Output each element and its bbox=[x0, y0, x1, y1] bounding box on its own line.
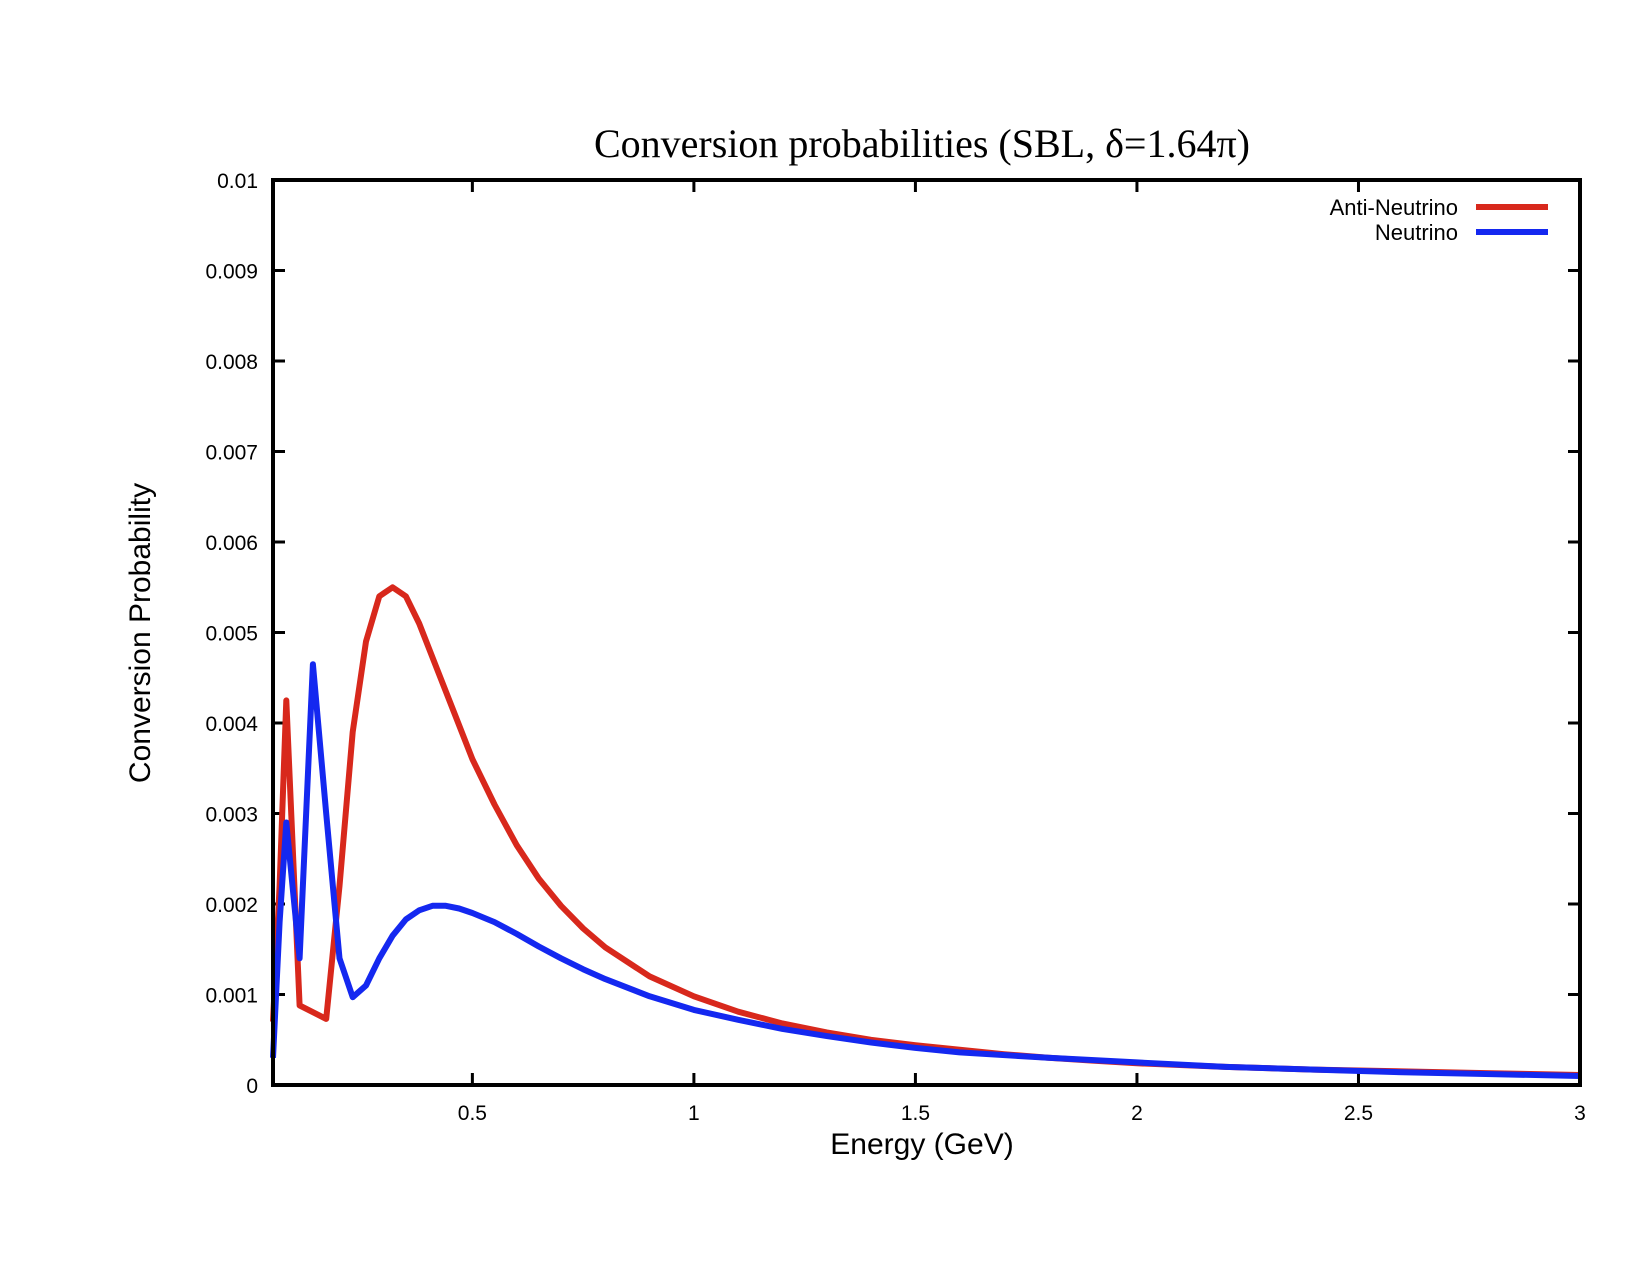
y-tick-label: 0.007 bbox=[205, 442, 258, 465]
y-ticks: 0 0.001 0.002 0.003 0.004 0.005 0.006 0.007 0.00… bbox=[205, 170, 1580, 1098]
series-line-neutrino bbox=[270, 661, 1581, 1079]
x-tick-label: 3 bbox=[1574, 1102, 1586, 1125]
y-tick-label: 0.008 bbox=[205, 351, 258, 374]
y-tick-label: 0.004 bbox=[205, 713, 258, 736]
x-tick-label: 1.5 bbox=[901, 1102, 930, 1125]
y-tick-label: 0.001 bbox=[205, 985, 258, 1008]
x-tick-label: 2.5 bbox=[1344, 1102, 1373, 1125]
series-lines bbox=[270, 584, 1581, 1079]
x-tick-label: 2 bbox=[1131, 1102, 1143, 1125]
y-tick-label: 0.002 bbox=[205, 894, 258, 917]
y-tick-label: 0.005 bbox=[205, 623, 258, 646]
legend-label: Anti-Neutrino bbox=[1330, 195, 1458, 220]
y-tick-label: 0 bbox=[246, 1075, 258, 1098]
x-axis-label: Energy (GeV) bbox=[830, 1128, 1013, 1161]
x-ticks: 0.5 1 1.5 2 2.5 3 bbox=[458, 180, 1586, 1125]
y-axis-label: Conversion Probability bbox=[124, 483, 157, 783]
y-tick-label: 0.003 bbox=[205, 804, 258, 827]
series-line-anti-neutrino bbox=[270, 584, 1581, 1078]
x-tick-label: 0.5 bbox=[458, 1102, 487, 1125]
legend-label: Neutrino bbox=[1375, 220, 1458, 245]
chart-title: Conversion probabilities (SBL, δ=1.64π) bbox=[594, 121, 1250, 166]
plot-frame bbox=[271, 178, 1582, 1087]
y-tick-label: 0.006 bbox=[205, 532, 258, 555]
x-tick-label: 1 bbox=[688, 1102, 700, 1125]
y-tick-label: 0.01 bbox=[217, 170, 258, 193]
y-tick-label: 0.009 bbox=[205, 261, 258, 284]
